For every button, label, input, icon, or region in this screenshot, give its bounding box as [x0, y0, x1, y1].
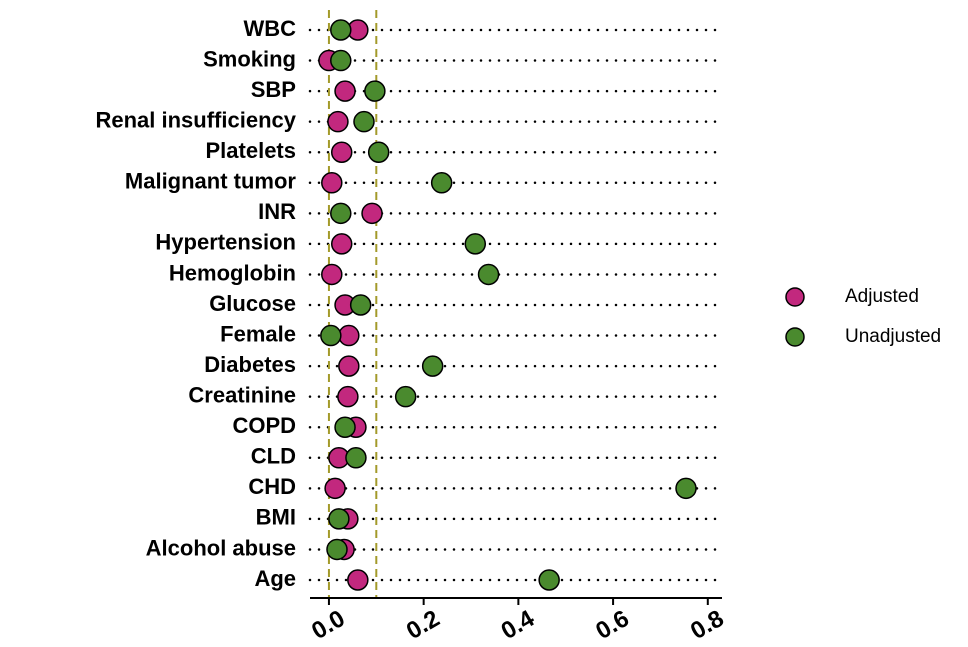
dot	[330, 233, 353, 255]
x-tick-label: 0.6	[591, 605, 633, 645]
dot	[330, 141, 353, 163]
dot	[324, 477, 346, 500]
dot	[338, 355, 360, 377]
dot	[328, 508, 350, 530]
category-label: Alcohol abuse	[146, 535, 296, 560]
dot	[330, 49, 352, 72]
dot	[338, 324, 360, 347]
legend-label: Adjusted	[845, 286, 919, 307]
dot	[330, 202, 352, 225]
dot	[334, 416, 356, 438]
dot	[367, 141, 390, 163]
dot	[430, 172, 453, 194]
dot	[675, 477, 697, 500]
legend-swatch	[785, 287, 805, 307]
category-label: Creatinine	[188, 382, 296, 407]
x-tick-label: 0.4	[497, 605, 540, 645]
category-label: CLD	[251, 444, 296, 469]
dot	[364, 80, 386, 102]
category-label: SBP	[251, 77, 296, 102]
dot	[321, 263, 343, 286]
dot	[337, 385, 359, 408]
category-label: Hemoglobin	[169, 260, 296, 285]
dot	[349, 294, 372, 316]
dot	[464, 233, 487, 255]
dot	[538, 569, 560, 591]
dot	[334, 80, 356, 102]
category-label: Smoking	[203, 46, 296, 71]
category-label: Glucose	[209, 291, 296, 316]
dot	[326, 538, 348, 561]
category-label: Hypertension	[155, 230, 296, 255]
category-label: COPD	[232, 413, 296, 438]
dot	[477, 263, 500, 286]
dot	[361, 202, 383, 225]
dot	[421, 355, 444, 377]
dot	[353, 110, 375, 133]
x-tick-label: 0.8	[686, 605, 728, 645]
dot	[347, 569, 369, 591]
category-label: BMI	[256, 505, 296, 530]
x-tick-label: 0.0	[307, 605, 349, 645]
category-label: Renal insufficiency	[95, 107, 296, 132]
category-label: CHD	[248, 474, 296, 499]
category-label: Platelets	[206, 138, 297, 163]
category-label: INR	[258, 199, 296, 224]
x-tick-label: 0.2	[402, 605, 444, 645]
category-label: Age	[254, 566, 296, 591]
legend-label: Unadjusted	[845, 326, 941, 347]
category-label: Malignant tumor	[125, 169, 297, 194]
category-label: Diabetes	[204, 352, 296, 377]
dot	[320, 324, 342, 347]
dot	[394, 385, 417, 408]
dot	[327, 110, 349, 133]
dot	[330, 19, 352, 41]
dot	[345, 447, 367, 469]
legend-swatch	[785, 327, 805, 347]
category-label: Female	[220, 321, 296, 346]
category-label: WBC	[243, 16, 296, 41]
dot	[321, 172, 343, 194]
